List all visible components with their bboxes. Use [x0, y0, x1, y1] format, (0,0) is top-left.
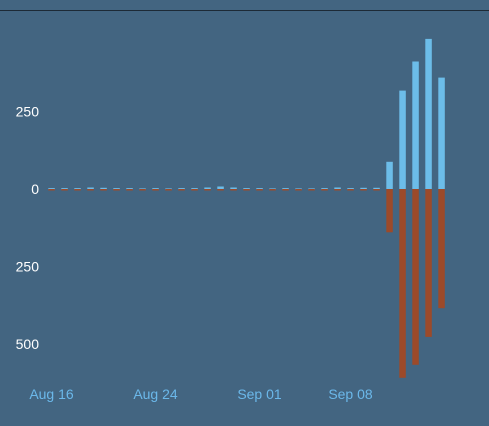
positive-bar-2020-09-14 — [425, 38, 432, 190]
x-tick-label: Aug 16 — [29, 386, 74, 402]
x-tick-label: Sep 08 — [328, 386, 373, 402]
positive-bar-2020-09-07 — [334, 187, 341, 189]
positive-bar-2020-08-22 — [126, 188, 133, 190]
negative-bar-2020-08-28 — [204, 189, 211, 191]
negative-bar-2020-09-08 — [347, 189, 354, 191]
negative-bar-2020-08-22 — [126, 189, 133, 191]
negative-bar-2020-09-07 — [334, 189, 341, 191]
negative-bar-2020-08-23 — [139, 189, 146, 191]
positive-bar-2020-09-03 — [282, 188, 289, 190]
negative-bar-2020-08-17 — [61, 189, 68, 191]
negative-bar-2020-08-20 — [100, 189, 107, 191]
negative-bar-2020-09-05 — [308, 189, 315, 191]
negative-bar-2020-09-14 — [425, 189, 432, 337]
positive-bar-2020-09-15 — [438, 77, 445, 189]
negative-bar-2020-09-06 — [321, 189, 328, 191]
negative-bar-2020-09-12 — [399, 189, 406, 378]
negative-bar-2020-08-24 — [152, 189, 159, 191]
y-tick-label: 500 — [16, 336, 40, 352]
y-tick-label: 0 — [31, 181, 39, 197]
negative-bar-2020-08-21 — [113, 189, 120, 191]
top-border — [0, 0, 489, 11]
positive-bar-2020-08-20 — [100, 187, 107, 190]
y-tick-label: 250 — [16, 104, 40, 120]
positive-bar-2020-09-11 — [386, 161, 393, 189]
positive-bar-2020-09-06 — [321, 188, 328, 190]
x-tick-label: Sep 01 — [237, 386, 282, 402]
positive-bar-2020-08-26 — [178, 188, 185, 190]
negative-bar-2020-09-04 — [295, 189, 302, 191]
positive-bar-2020-09-12 — [399, 90, 406, 189]
negative-bar-2020-08-18 — [74, 189, 81, 191]
positive-bar-2020-08-31 — [243, 188, 250, 190]
y-axis-tick-labels: 250 0 250 500 — [16, 104, 40, 352]
positive-bar-2020-08-27 — [191, 188, 198, 190]
bars-layer — [48, 38, 445, 378]
positive-bar-2020-08-29 — [217, 186, 224, 189]
negative-bar-2020-08-19 — [87, 189, 94, 191]
y-tick-label: 250 — [16, 258, 40, 274]
positive-bar-2020-08-28 — [204, 187, 211, 189]
positive-bar-2020-08-21 — [113, 188, 120, 190]
negative-bar-2020-08-25 — [165, 189, 172, 191]
negative-bar-2020-08-27 — [191, 189, 198, 191]
negative-bar-2020-08-31 — [243, 189, 250, 191]
positive-bar-2020-08-24 — [152, 188, 159, 190]
negative-bar-2020-08-30 — [230, 189, 237, 191]
x-tick-label: Aug 24 — [133, 386, 178, 402]
x-axis-tick-labels: Aug 16 Aug 24 Sep 01 Sep 08 — [29, 386, 373, 402]
positive-bar-2020-08-30 — [230, 187, 237, 189]
positive-bar-2020-09-10 — [373, 187, 380, 190]
negative-bar-2020-09-11 — [386, 189, 393, 233]
positive-bar-2020-09-08 — [347, 188, 354, 190]
negative-bar-2020-09-10 — [373, 189, 380, 191]
negative-bar-2020-09-13 — [412, 189, 419, 365]
negative-bar-2020-09-09 — [360, 189, 367, 191]
positive-bar-2020-08-18 — [74, 188, 81, 190]
negative-bar-2020-08-29 — [217, 189, 224, 191]
positive-bar-2020-08-19 — [87, 187, 94, 189]
negative-bar-2020-09-01 — [256, 189, 263, 191]
negative-bar-2020-08-16 — [48, 189, 55, 191]
positive-bar-2020-09-01 — [256, 188, 263, 190]
positive-bar-2020-08-16 — [48, 188, 55, 190]
negative-bar-2020-08-26 — [178, 189, 185, 191]
negative-bar-2020-09-02 — [269, 189, 276, 191]
positive-bar-2020-08-17 — [61, 188, 68, 190]
positive-bar-2020-09-09 — [360, 187, 367, 190]
positive-bar-2020-09-13 — [412, 61, 419, 189]
negative-bar-2020-09-03 — [282, 189, 289, 191]
negative-bar-2020-09-15 — [438, 189, 445, 309]
